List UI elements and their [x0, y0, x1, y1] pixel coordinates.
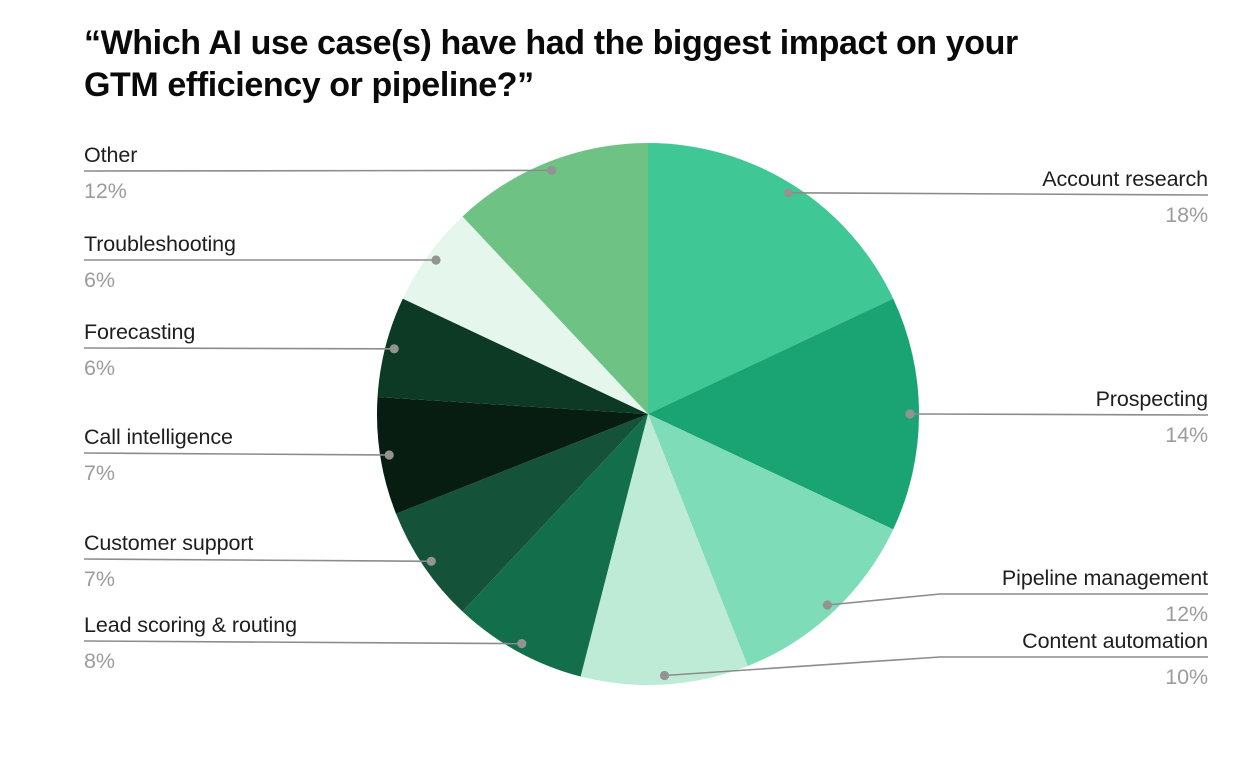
pie-slice-customer-support: [396, 414, 648, 612]
pie-slice-troubleshooting: [402, 216, 648, 414]
slice-label-account-research: Account research: [1042, 167, 1208, 191]
pie-slice-other: [462, 143, 648, 414]
leader-line-forecasting: [83, 347, 395, 350]
pie-slice-prospecting: [648, 298, 920, 530]
chart-title: “Which AI use case(s) have had the bigge…: [84, 24, 1018, 104]
slice-label-customer-support: Customer support: [84, 531, 253, 555]
slice-label-troubleshooting: Troubleshooting: [84, 232, 236, 256]
pie-slice-lead-scoring-routing: [462, 414, 648, 677]
slice-value-content-automation: 10%: [1165, 665, 1208, 689]
leader-line-prospecting: [909, 413, 1209, 416]
pie-slice-call-intelligence: [376, 396, 648, 514]
pie-slice-account-research: [648, 142, 894, 414]
slice-value-customer-support: 7%: [84, 567, 115, 591]
leader-dot-other: [547, 165, 557, 175]
leader-dot-prospecting: [905, 409, 915, 419]
leader-line-content-automation: [664, 656, 1208, 677]
leader-dot-customer-support: [426, 556, 436, 566]
slice-value-lead-scoring-routing: 8%: [84, 649, 115, 673]
slice-label-other: Other: [84, 143, 137, 167]
slice-label-call-intelligence: Call intelligence: [84, 425, 233, 449]
leader-line-lead-scoring-routing: [83, 640, 522, 645]
slice-value-prospecting: 14%: [1165, 423, 1208, 447]
slice-value-account-research: 18%: [1165, 203, 1208, 227]
slice-label-prospecting: Prospecting: [1096, 387, 1208, 411]
slice-value-pipeline-management: 12%: [1165, 602, 1208, 626]
pie-slice-content-automation: [580, 414, 748, 686]
pie-slice-pipeline-management: [648, 414, 894, 666]
leader-dot-content-automation: [659, 670, 670, 681]
slice-label-content-automation: Content automation: [1022, 629, 1208, 653]
pie-slice-forecasting: [377, 298, 648, 414]
leader-line-pipeline-management: [827, 593, 1208, 606]
slice-value-other: 12%: [84, 179, 127, 203]
slice-label-lead-scoring-routing: Lead scoring & routing: [84, 613, 297, 637]
slice-value-troubleshooting: 6%: [84, 268, 115, 292]
leader-line-account-research: [788, 192, 1209, 196]
slice-value-forecasting: 6%: [84, 356, 115, 380]
leader-line-customer-support: [83, 558, 432, 563]
leader-line-other: [83, 169, 552, 172]
leader-line-call-intelligence: [83, 452, 390, 456]
slice-value-call-intelligence: 7%: [84, 461, 115, 485]
leader-dot-troubleshooting: [431, 255, 441, 265]
leader-dot-forecasting: [389, 344, 399, 354]
slice-label-forecasting: Forecasting: [84, 320, 195, 344]
leader-dot-call-intelligence: [384, 450, 394, 460]
leader-dot-pipeline-management: [822, 600, 833, 610]
slice-label-pipeline-management: Pipeline management: [1002, 566, 1208, 590]
leader-dot-account-research: [783, 188, 794, 198]
leader-dot-lead-scoring-routing: [517, 639, 527, 649]
